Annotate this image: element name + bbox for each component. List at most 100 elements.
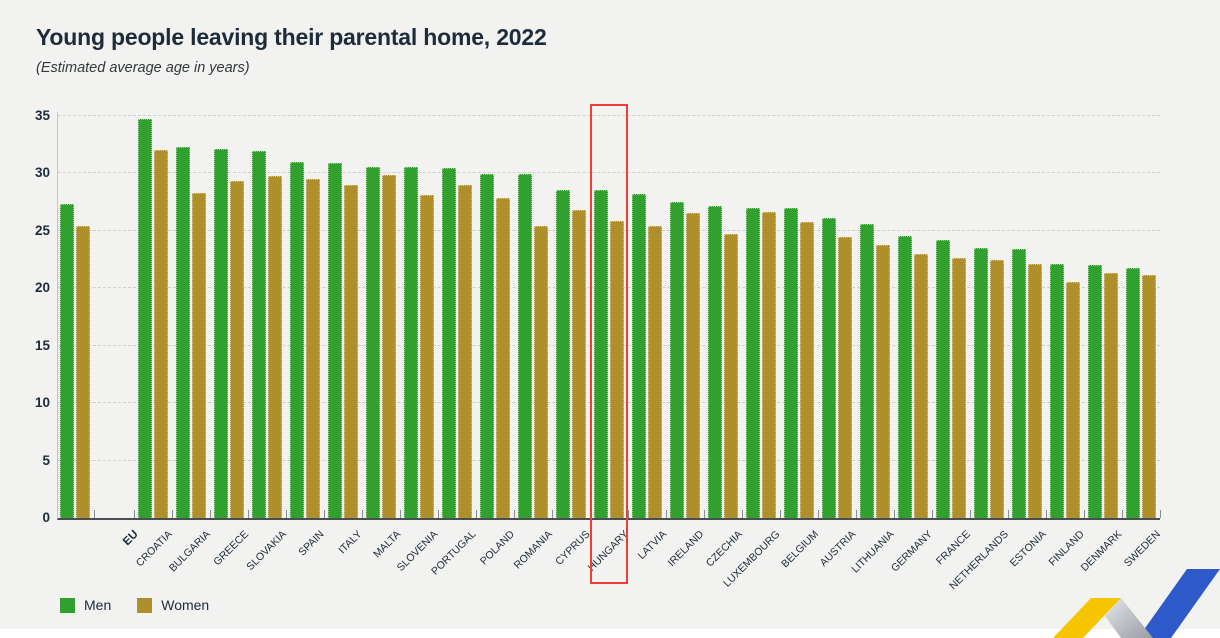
bar-group-croatia: CROATIA: [134, 112, 175, 569]
chart-title: Young people leaving their parental home…: [36, 24, 547, 50]
bar-men-sweden: [1126, 268, 1140, 518]
bar-men-italy: [328, 162, 342, 518]
bar-men-poland: [480, 174, 494, 518]
bar-men-portugal: [442, 168, 456, 518]
bar-men-greece: [214, 148, 228, 518]
bar-group-poland: POLAND: [478, 112, 517, 567]
gridline-25: [58, 229, 1160, 231]
bar-group-estonia: ESTONIA: [1008, 112, 1049, 569]
bar-men-malta: [366, 167, 380, 518]
bar-women-spain: [306, 178, 320, 518]
gridline-30: [58, 172, 1160, 173]
x-axis-label-france: FRANCE: [933, 528, 973, 568]
bar-women-luxembourg: [762, 212, 776, 518]
bar-women-netherlands: [990, 260, 1004, 518]
bar-group-luxembourg: LUXEMBOURG: [721, 112, 783, 590]
gridline-15: [58, 344, 1160, 346]
bar-group-germany: GERMANY: [889, 112, 935, 574]
bar-group-ireland: IRELAND: [666, 112, 707, 569]
x-axis-label-estonia: ESTONIA: [1007, 528, 1049, 570]
bar-women-sweden: [1142, 275, 1156, 518]
y-axis: 0 5 10 15 20 25 30 35: [30, 108, 57, 526]
bar-group-lithuania: LITHUANIA: [850, 112, 897, 576]
bar-women-lithuania: [876, 245, 890, 518]
x-axis-label-latvia: LATVIA: [635, 528, 669, 562]
bar-men-luxembourg: [746, 207, 760, 518]
bar-women-belgium: [800, 222, 814, 518]
y-tick-label-10: 10: [34, 395, 50, 410]
x-axis-label-spain: SPAIN: [296, 528, 327, 559]
bar-women-latvia: [648, 225, 662, 518]
bar-group-malta: MALTA: [366, 112, 403, 560]
bar-group-netherlands: NETHERLANDS: [947, 112, 1011, 592]
bar-women-bulgaria: [192, 192, 206, 518]
bar-group-austria: AUSTRIA: [818, 112, 859, 569]
legend: Men Women: [60, 597, 209, 613]
logo-gray-shape: [1105, 598, 1153, 638]
logo-blue-shape: [1138, 569, 1220, 638]
y-tick-label-0: 0: [42, 510, 50, 525]
bar-women-estonia: [1028, 263, 1042, 518]
bar-women-czechia: [724, 233, 738, 518]
x-axis-label-slovakia: SLOVAKIA: [244, 528, 289, 573]
bar-group-slovakia: SLOVAKIA: [244, 112, 289, 573]
bar-group-spain: SPAIN: [290, 112, 327, 559]
bar-women-germany: [914, 253, 928, 518]
bar-group-portugal: PORTUGAL: [430, 112, 479, 577]
bar-men-eu: [60, 204, 74, 518]
bar-group-latvia: LATVIA: [632, 112, 669, 562]
bar-men-czechia: [708, 206, 722, 518]
bar-group-cyprus: CYPRUS: [553, 112, 593, 568]
legend-women-label: Women: [161, 597, 210, 613]
bar-men-germany: [898, 236, 912, 518]
bar-group-hungary: HUNGARY: [585, 104, 631, 584]
chart-subtitle: (Estimated average age in years): [36, 60, 250, 76]
bar-group-italy: ITALY: [328, 112, 365, 556]
bar-women-portugal: [458, 184, 472, 518]
y-tick-label-15: 15: [34, 337, 50, 353]
x-axis-label-italy: ITALY: [336, 528, 365, 557]
y-tick-label-25: 25: [34, 222, 50, 238]
bar-group-bulgaria: BULGARIA: [167, 112, 213, 574]
bar-group-eu: EU: [60, 112, 141, 548]
plot-area: EU CROATIA BULGARIA GREECE SLOVAKIA SPAIN ITAL…: [57, 104, 1163, 592]
gridline-20: [58, 287, 1160, 288]
bar-group-sweden: SWEDEN: [1122, 112, 1163, 569]
bar-men-hungary: [594, 190, 608, 518]
bar-men-latvia: [632, 193, 646, 518]
bar-group-denmark: DENMARK: [1079, 112, 1125, 574]
legend-men-label: Men: [84, 597, 112, 613]
bar-women-slovenia: [420, 194, 434, 518]
bar-men-bulgaria: [176, 146, 190, 518]
bar-group-greece: GREECE: [211, 112, 251, 568]
legend-women-swatch: [137, 597, 153, 613]
bar-women-italy: [344, 184, 358, 518]
bar-chart: 0 5 10 15 20 25 30 35 EU CROATIA BULGARIA GREECE SL…: [30, 104, 1163, 592]
gridline-35: [58, 114, 1160, 116]
logo-yellow-shape: [1053, 598, 1121, 638]
eurostat-logo-fragment: [1053, 569, 1220, 638]
bar-women-ireland: [686, 213, 700, 518]
bar-men-finland: [1050, 263, 1064, 518]
bar-women-cyprus: [572, 209, 586, 518]
bar-group-belgium: BELGIUM: [779, 112, 821, 570]
x-axis-label-cyprus: CYPRUS: [553, 528, 593, 568]
y-tick-label-30: 30: [34, 165, 50, 180]
legend-men-swatch: [60, 597, 75, 613]
bar-group-france: FRANCE: [934, 112, 973, 567]
y-tick-label-5: 5: [42, 452, 50, 468]
bar-women-austria: [838, 237, 852, 518]
bar-group-czechia: CZECHIA: [704, 112, 745, 569]
y-tick-label-35: 35: [34, 107, 50, 123]
bar-women-croatia: [154, 150, 168, 518]
bar-men-estonia: [1012, 248, 1026, 518]
bar-group-finland: FINLAND: [1047, 112, 1087, 569]
x-axis-label-eu: EU: [120, 528, 141, 549]
bar-women-finland: [1066, 282, 1080, 518]
bar-men-slovenia: [404, 167, 418, 518]
bar-women-poland: [496, 198, 510, 518]
x-axis-label-romania: ROMANIA: [511, 528, 555, 572]
bar-women-slovakia: [268, 176, 282, 518]
x-axis-label-hungary: HUNGARY: [585, 528, 631, 574]
